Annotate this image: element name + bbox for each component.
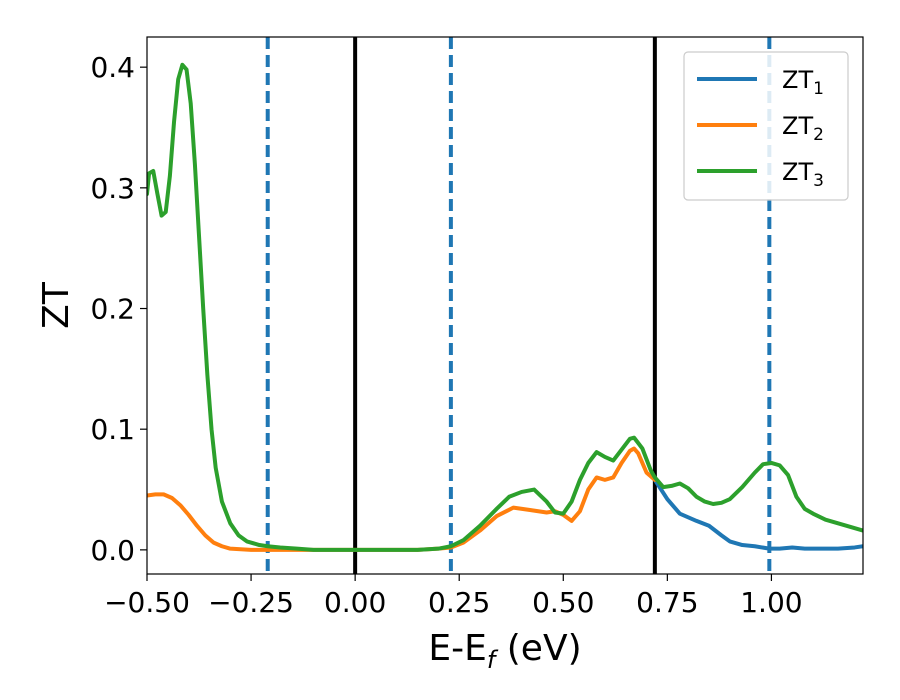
- y-tick-label-4: 0.4: [90, 51, 135, 84]
- legend-label-2: ZT2: [782, 112, 824, 145]
- series-line-2: [147, 446, 657, 552]
- x-axis-title: E-Ef (eV): [428, 628, 581, 674]
- y-tick-label-0: 0.0: [90, 534, 135, 567]
- x-tick-label-1: −0.25: [208, 586, 294, 619]
- x-tick-label-2: 0.00: [324, 586, 386, 619]
- y-axis-title: ZT: [36, 281, 77, 329]
- x-tick-label-0: −0.50: [104, 586, 190, 619]
- legend-label-3: ZT3: [782, 158, 824, 191]
- x-tick-label-3: 0.25: [428, 586, 490, 619]
- series-line-3: [147, 62, 863, 552]
- axes-frame: [146, 36, 864, 575]
- series-line-1: [652, 477, 863, 551]
- x-tick-label-6: 1.00: [740, 586, 802, 619]
- legend: ZT1 ZT2 ZT3: [683, 51, 849, 201]
- y-tick-label-2: 0.2: [90, 293, 135, 326]
- y-tick-label-1: 0.1: [90, 413, 135, 446]
- x-tick-label-4: 0.50: [532, 586, 594, 619]
- y-tick-label-3: 0.3: [90, 172, 135, 205]
- legend-label-1: ZT1: [782, 66, 824, 99]
- x-tick-label-5: 0.75: [636, 586, 698, 619]
- plot-area: [147, 37, 863, 574]
- legend-box: [683, 51, 849, 201]
